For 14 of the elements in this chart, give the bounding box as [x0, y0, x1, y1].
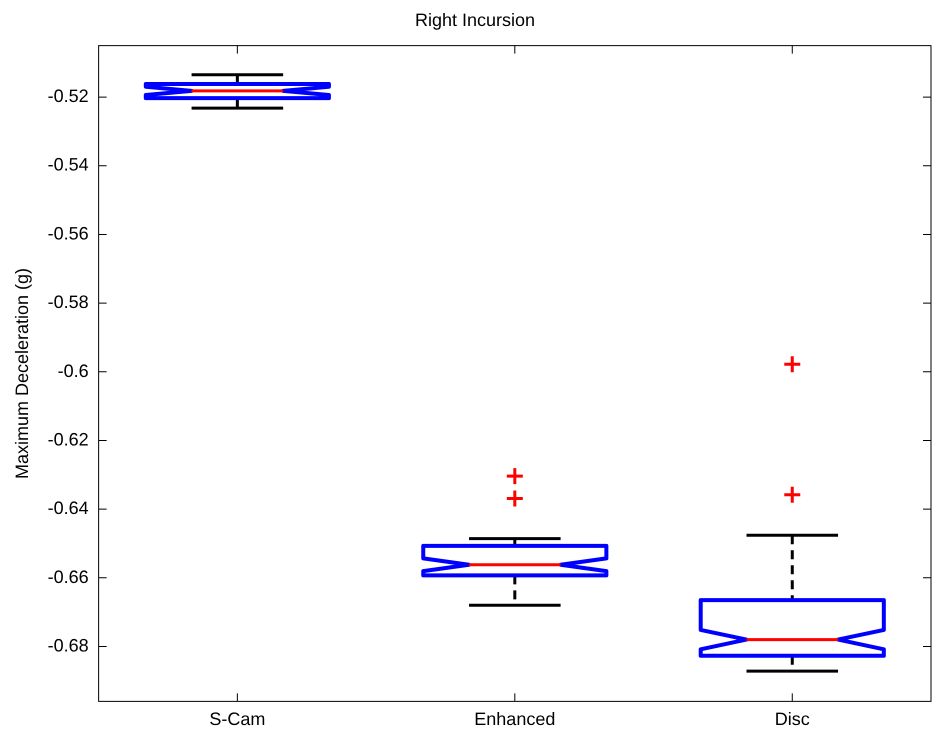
- y-tick-label: -0.64: [48, 498, 89, 518]
- y-tick-label: -0.68: [48, 635, 89, 656]
- y-axis-title: Maximum Deceleration (g): [12, 268, 32, 480]
- x-tick-label: Enhanced: [474, 709, 556, 730]
- y-tick-label: -0.6: [58, 360, 89, 381]
- y-tick-label: -0.52: [48, 86, 89, 106]
- y-tick-label: -0.56: [48, 223, 89, 244]
- chart-title: Right Incursion: [414, 10, 536, 30]
- y-tick-label: -0.66: [48, 566, 89, 587]
- y-tick-label: -0.62: [48, 429, 89, 450]
- x-tick-label: Disc: [774, 709, 810, 730]
- y-tick-label: -0.58: [48, 292, 89, 312]
- x-tick-label: S-Cam: [209, 709, 266, 730]
- y-tick-label: -0.54: [48, 154, 89, 175]
